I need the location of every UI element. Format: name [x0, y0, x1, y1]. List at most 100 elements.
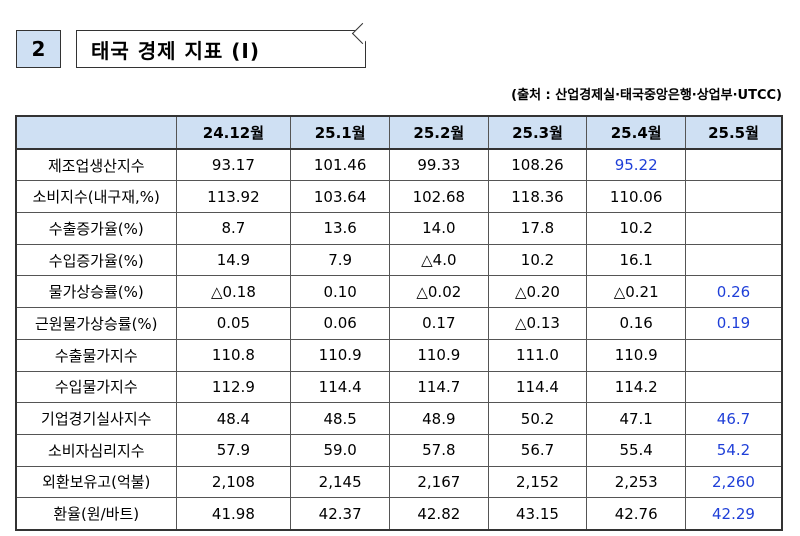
- row-label: 기업경기실사지수: [15, 402, 177, 435]
- table-cell: 42.76: [586, 497, 686, 531]
- table-cell: 42.37: [290, 497, 390, 531]
- source-note: (출처 : 산업경제실·태국중앙은행·상업부·UTCC): [511, 88, 782, 103]
- table-cell: 2,145: [290, 465, 390, 499]
- table-cell: 57.9: [175, 433, 292, 467]
- table-cell: 114.7: [388, 370, 489, 404]
- table-row: 수입증가율(%) 14.9 7.9 △4.0 10.2 16.1: [15, 243, 783, 277]
- row-label: 소비지수(내구재,%): [15, 180, 177, 214]
- table-row: 소비지수(내구재,%) 113.92 103.64 102.68 118.36 110.0…: [15, 180, 783, 214]
- table-cell: 48.9: [388, 402, 489, 435]
- table-cell: 118.36: [487, 180, 588, 214]
- table-cell: 56.7: [487, 433, 588, 467]
- table-row: 수출증가율(%) 8.7 13.6 14.0 17.8 10.2: [15, 212, 783, 245]
- table-body: 제조업생산지수 93.17 101.46 99.33 108.26 95.22 소비지수(내…: [15, 148, 783, 531]
- table-cell: 41.98: [175, 497, 292, 531]
- table-row: 수출물가지수 110.8 110.9 110.9 111.0 110.9: [15, 338, 783, 372]
- table-cell: [685, 212, 783, 245]
- section-title: 태국 경제 지표 (Ⅰ): [91, 38, 261, 63]
- table-cell: 47.1: [586, 402, 686, 435]
- table-cell: 42.82: [388, 497, 489, 531]
- table-cell: [685, 180, 783, 214]
- table-cell: 112.9: [175, 370, 292, 404]
- table-cell: 2,253: [586, 465, 686, 499]
- table-cell: 0.05: [175, 307, 292, 340]
- table-cell: △0.13: [487, 307, 588, 340]
- row-label: 소비자심리지수: [15, 433, 177, 467]
- table-cell: 108.26: [487, 148, 588, 182]
- table-cell: △0.21: [586, 275, 686, 309]
- table-cell: △4.0: [388, 243, 489, 277]
- table-cell: △0.02: [388, 275, 489, 309]
- row-label: 수출증가율(%): [15, 212, 177, 245]
- column-header: 25.3월: [487, 115, 588, 150]
- table-cell: 16.1: [586, 243, 686, 277]
- table-cell: 110.8: [175, 338, 292, 372]
- table-cell: 46.7: [685, 402, 783, 435]
- table-cell: 99.33: [388, 148, 489, 182]
- table-corner-cell: [15, 115, 177, 150]
- table-cell: 0.16: [586, 307, 686, 340]
- table-cell: 57.8: [388, 433, 489, 467]
- table-cell: 95.22: [586, 148, 686, 182]
- table-row: 근원물가상승률(%) 0.05 0.06 0.17 △0.13 0.16 0.19: [15, 307, 783, 340]
- section-number-box: 2: [16, 30, 61, 68]
- table-cell: [685, 243, 783, 277]
- table-row: 외환보유고(억불) 2,108 2,145 2,167 2,152 2,253 2,260: [15, 465, 783, 499]
- table-cell: 43.15: [487, 497, 588, 531]
- table-cell: [685, 338, 783, 372]
- table-cell: 0.17: [388, 307, 489, 340]
- row-label: 제조업생산지수: [15, 148, 177, 182]
- table-cell: 0.19: [685, 307, 783, 340]
- table-row: 제조업생산지수 93.17 101.46 99.33 108.26 95.22: [15, 148, 783, 182]
- table-cell: 17.8: [487, 212, 588, 245]
- table-cell: 48.4: [175, 402, 292, 435]
- table-cell: 114.2: [586, 370, 686, 404]
- table-cell: [685, 370, 783, 404]
- table-cell: 101.46: [290, 148, 390, 182]
- table-cell: 42.29: [685, 497, 783, 531]
- table-cell: 50.2: [487, 402, 588, 435]
- row-label: 물가상승률(%): [15, 275, 177, 309]
- row-label: 환율(원/바트): [15, 497, 177, 531]
- table-cell: 10.2: [487, 243, 588, 277]
- table-cell: 8.7: [175, 212, 292, 245]
- table-cell: △0.20: [487, 275, 588, 309]
- table-cell: 110.06: [586, 180, 686, 214]
- table-cell: 0.26: [685, 275, 783, 309]
- table-cell: 14.9: [175, 243, 292, 277]
- row-label: 수출물가지수: [15, 338, 177, 372]
- table-cell: 2,108: [175, 465, 292, 499]
- table-row: 물가상승률(%) △0.18 0.10 △0.02 △0.20 △0.21 0.26: [15, 275, 783, 309]
- table-cell: 13.6: [290, 212, 390, 245]
- table-cell: 110.9: [388, 338, 489, 372]
- economic-indicators-table: 24.12월 25.1월 25.2월 25.3월 25.4월 25.5월 제조업…: [15, 115, 783, 531]
- section-title-box: 태국 경제 지표 (Ⅰ): [76, 30, 366, 68]
- table-cell: 110.9: [586, 338, 686, 372]
- table-cell: 111.0: [487, 338, 588, 372]
- row-label: 수입물가지수: [15, 370, 177, 404]
- column-header: 25.1월: [290, 115, 390, 150]
- table-cell: 103.64: [290, 180, 390, 214]
- table-cell: 0.06: [290, 307, 390, 340]
- table-cell: [685, 148, 783, 182]
- table-cell: 2,167: [388, 465, 489, 499]
- column-header: 25.4월: [586, 115, 686, 150]
- table-cell: 14.0: [388, 212, 489, 245]
- table-cell: 59.0: [290, 433, 390, 467]
- table-cell: 7.9: [290, 243, 390, 277]
- table-cell: 2,260: [685, 465, 783, 499]
- table-header-row: 24.12월 25.1월 25.2월 25.3월 25.4월 25.5월: [15, 115, 783, 150]
- column-header: 25.2월: [388, 115, 489, 150]
- table-cell: 113.92: [175, 180, 292, 214]
- table-cell: 114.4: [487, 370, 588, 404]
- row-label: 외환보유고(억불): [15, 465, 177, 499]
- table-cell: 54.2: [685, 433, 783, 467]
- column-header: 25.5월: [685, 115, 783, 150]
- table-cell: 102.68: [388, 180, 489, 214]
- table-row: 환율(원/바트) 41.98 42.37 42.82 43.15 42.76 42.29: [15, 497, 783, 531]
- table-cell: 110.9: [290, 338, 390, 372]
- table-cell: 55.4: [586, 433, 686, 467]
- table-row: 소비자심리지수 57.9 59.0 57.8 56.7 55.4 54.2: [15, 433, 783, 467]
- table-cell: 0.10: [290, 275, 390, 309]
- table-cell: 2,152: [487, 465, 588, 499]
